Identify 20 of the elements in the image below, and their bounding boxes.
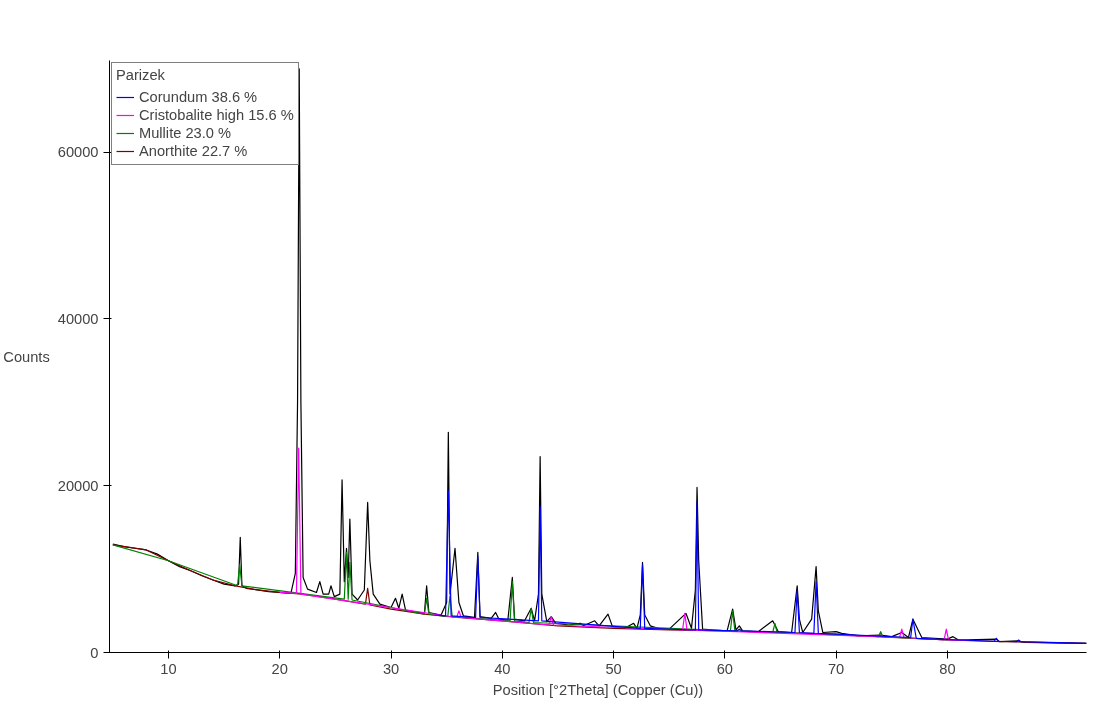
legend-label: Cristobalite high 15.6 % [139,107,294,123]
legend-label: Mullite 23.0 % [139,125,232,141]
x-axis-title: Position [°2Theta] (Copper (Cu)) [492,681,704,698]
x-tick-label: 40 [494,660,511,677]
x-tick-label: 30 [382,660,400,677]
legend-label: Corundum 38.6 % [139,89,258,105]
line-series [434,490,1087,644]
x-tick-label: 20 [271,660,288,677]
legend-title: Parizek [116,67,166,83]
y-axis-title: Counts [3,348,50,365]
y-tick-label: 60000 [57,144,99,161]
x-tick-label: 70 [827,660,845,677]
x-tick-label: 80 [939,660,956,677]
y-tick-label: 20000 [57,477,99,494]
y-tick-label: 0 [90,644,99,661]
legend-label: Anorthite 22.7 % [139,143,248,159]
x-tick-label: 50 [605,660,622,677]
x-tick-label: 60 [716,660,734,677]
x-tick-label: 10 [160,660,177,677]
y-tick-label: 40000 [57,310,99,327]
